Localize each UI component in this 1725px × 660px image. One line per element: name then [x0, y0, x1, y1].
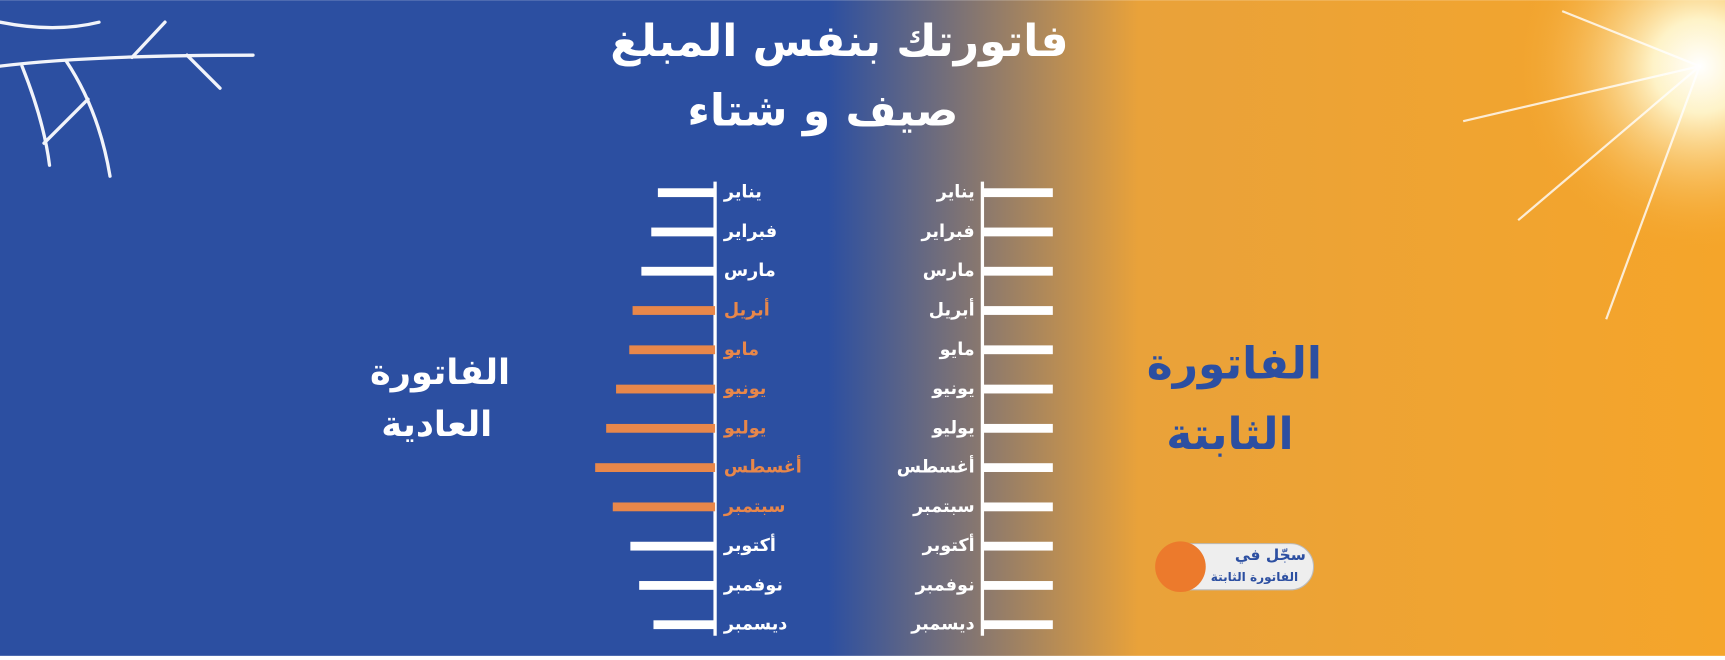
- branch: [0, 20, 255, 178]
- month-label: نوفمبر: [915, 575, 975, 595]
- month-label: فبراير: [920, 222, 974, 242]
- bar: [651, 227, 716, 237]
- bar: [641, 266, 716, 276]
- bar: [982, 581, 1053, 590]
- bar: [982, 306, 1053, 315]
- month-label: ديسمبر: [910, 615, 974, 635]
- month-label: أبريل: [929, 298, 975, 321]
- bar: [632, 306, 716, 315]
- bar: [982, 541, 1053, 551]
- sun: [1512, 0, 1725, 254]
- month-label: نوفمبر: [723, 575, 783, 595]
- register-button[interactable]: سجّل في الفاتورة الثابتة: [1155, 541, 1315, 593]
- bar: [612, 502, 716, 512]
- month-label: يناير: [723, 183, 762, 203]
- bar: [982, 266, 1053, 276]
- month-label: فبراير: [723, 222, 777, 242]
- bar: [616, 384, 716, 394]
- bar: [982, 463, 1053, 473]
- headline: فاتورتك بنفس المبلغ: [610, 16, 1068, 67]
- bar: [639, 581, 716, 590]
- bar: [629, 345, 716, 355]
- month-label: يوليو: [931, 418, 974, 438]
- bar: [982, 227, 1053, 237]
- bar: [606, 423, 716, 433]
- month-label: أغسطس: [897, 455, 975, 478]
- bar: [982, 502, 1053, 512]
- button-text[interactable]: سجّل في: [1235, 546, 1306, 565]
- month-label: أكتوبر: [922, 533, 975, 556]
- month-label: مارس: [923, 261, 975, 281]
- bar: [657, 188, 716, 198]
- left-label: الفاتورة: [370, 352, 510, 393]
- bar: [982, 620, 1053, 630]
- month-label: سبتمبر: [912, 497, 975, 517]
- month-label: أكتوبر: [723, 533, 776, 556]
- month-label: مايو: [723, 340, 759, 360]
- bar: [982, 188, 1053, 198]
- headline: صيف و شتاء: [687, 85, 958, 136]
- month-label: يناير: [936, 183, 975, 203]
- button-text[interactable]: الفاتورة الثابتة: [1211, 570, 1298, 585]
- button-icon[interactable]: [1155, 541, 1206, 593]
- right-label: الفاتورة: [1147, 339, 1322, 390]
- bar: [982, 423, 1053, 433]
- month-label: يونيو: [931, 379, 974, 399]
- bar: [653, 620, 716, 630]
- month-label: يوليو: [723, 418, 766, 438]
- right-label: الثابتة: [1166, 409, 1293, 460]
- month-label: ديسمبر: [723, 615, 787, 635]
- month-label: أبريل: [724, 298, 770, 321]
- sun-rays: [1462, 10, 1701, 320]
- left-label: العادية: [381, 404, 492, 445]
- month-label: مايو: [939, 340, 975, 360]
- month-label: أغسطس: [724, 455, 802, 478]
- bar: [630, 541, 716, 551]
- bar: [982, 345, 1053, 355]
- bar: [982, 384, 1053, 394]
- month-label: سبتمبر: [723, 497, 786, 517]
- month-label: يونيو: [723, 379, 766, 399]
- month-label: مارس: [724, 261, 776, 281]
- bar: [595, 463, 716, 473]
